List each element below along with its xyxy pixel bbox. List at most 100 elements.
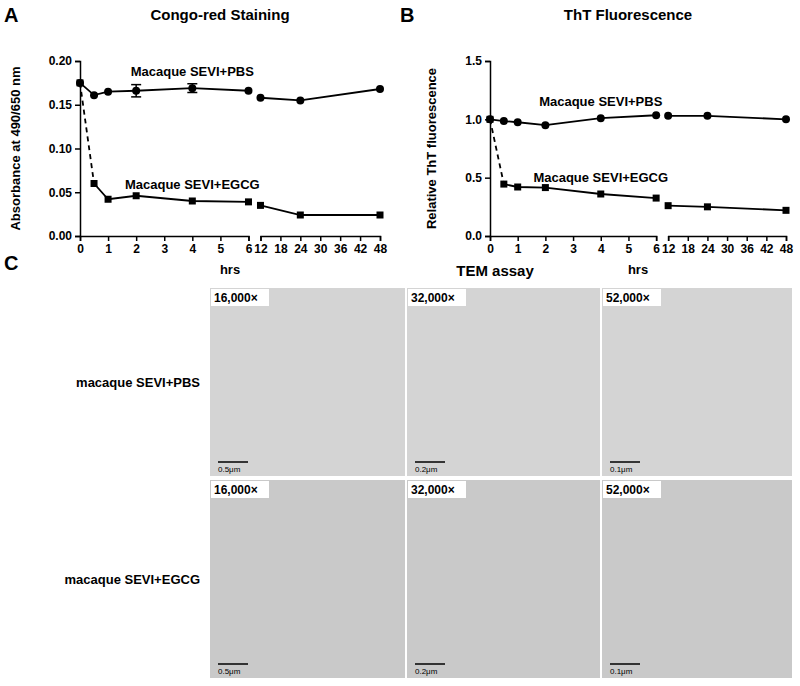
tick-label: 12 [662, 242, 676, 256]
x-axis: 0123456 [77, 236, 252, 256]
tick-mark [75, 236, 80, 238]
scale-bar-label: 0.2μm [415, 667, 438, 676]
tick-mark [75, 192, 80, 194]
magnification-label: 16,000× [214, 291, 258, 305]
scale-bar-label: 0.1μm [610, 465, 633, 474]
marker [500, 117, 508, 125]
tick: 0.10 [49, 142, 80, 156]
marker [77, 79, 84, 86]
tick-mark [340, 236, 342, 241]
marker [541, 121, 549, 129]
y-axis-title: Relative ThT fluorescence [424, 68, 439, 229]
marker [297, 212, 304, 219]
tem-image [210, 288, 405, 476]
marker [514, 118, 522, 126]
marker [377, 212, 384, 219]
tick-label: 4 [598, 242, 605, 256]
tick-label: 3 [570, 242, 577, 256]
tick: 30 [721, 236, 735, 256]
series-line [80, 83, 248, 95]
tick: 48 [780, 236, 794, 256]
scale-bar [610, 663, 640, 665]
chart: Congo-red Staining0123456121824303642480… [8, 6, 387, 277]
tick-mark [786, 236, 788, 241]
tick-mark [766, 236, 768, 241]
tick-mark [573, 236, 575, 241]
tick-label: 0.15 [49, 98, 73, 112]
tick-label: 0.00 [49, 229, 73, 243]
scale-bar [415, 461, 445, 463]
tick: 1 [105, 236, 112, 256]
tick: 5 [218, 236, 225, 256]
marker [104, 88, 112, 96]
tick-mark [601, 236, 603, 241]
tick: 12 [662, 236, 676, 256]
panel-label: C [4, 252, 18, 274]
marker [704, 203, 711, 210]
marker [703, 112, 711, 120]
tick-label: 0.5 [465, 171, 482, 185]
marker [376, 85, 384, 93]
tick-mark [360, 236, 362, 241]
tick-mark [75, 148, 80, 150]
series-line [668, 206, 786, 211]
tick: 36 [741, 236, 755, 256]
error-bar [131, 85, 141, 97]
tick: 42 [354, 236, 368, 256]
x-axis: 12182430364248 [254, 236, 387, 256]
tick-mark [668, 236, 670, 241]
tick-mark [192, 236, 194, 241]
marker [132, 87, 140, 95]
tick-mark [545, 236, 547, 241]
tick-mark [485, 61, 490, 63]
error-bar [187, 84, 197, 93]
tick: 3 [161, 236, 168, 256]
tick: 0.00 [49, 229, 80, 243]
tick: 12 [254, 236, 268, 256]
label-bg [408, 481, 466, 498]
tick-mark [380, 236, 382, 241]
tick-label: 42 [354, 242, 368, 256]
tick-label: 42 [760, 242, 774, 256]
tick: 42 [760, 236, 774, 256]
tem-image [407, 288, 600, 476]
tick: 48 [374, 236, 388, 256]
tem-image [407, 480, 600, 678]
tick-mark [628, 236, 630, 241]
marker [597, 114, 605, 122]
series-labels: Macaque SEVI+EGCGMacaque SEVI+PBS [533, 94, 668, 185]
tick-mark [75, 105, 80, 107]
tick: 2 [133, 236, 140, 256]
tick-label: 5 [626, 242, 633, 256]
marker [76, 79, 84, 87]
tick-mark [220, 236, 222, 241]
tick-label: 1 [515, 242, 522, 256]
marker [189, 198, 196, 205]
label-bg [603, 481, 661, 498]
marker [652, 111, 660, 119]
chart-title: Congo-red Staining [150, 6, 289, 23]
tick: 18 [682, 236, 696, 256]
magnification-label: 32,000× [411, 483, 455, 497]
magnification-label: 32,000× [411, 291, 455, 305]
axis-line [485, 62, 491, 237]
chart: ThT Fluorescence0123456121824303642480.0… [424, 6, 793, 277]
tick-label: 48 [780, 242, 794, 256]
marker [514, 184, 521, 191]
marker [91, 180, 98, 187]
series-label: Macaque SEVI+PBS [131, 64, 255, 79]
scale-bar [218, 461, 248, 463]
marker [597, 191, 604, 198]
tem-image [602, 288, 792, 476]
series-label: Macaque SEVI+EGCG [533, 170, 668, 185]
tick-mark [656, 236, 658, 241]
tick-mark [485, 236, 490, 238]
marker [782, 115, 790, 123]
tick: 24 [294, 236, 308, 256]
tem-image [210, 480, 405, 678]
scale-bar-label: 0.5μm [218, 465, 241, 474]
tick: 0.5 [465, 171, 490, 185]
tick-mark [727, 236, 729, 241]
plot-area [76, 79, 384, 219]
marker [90, 91, 98, 99]
